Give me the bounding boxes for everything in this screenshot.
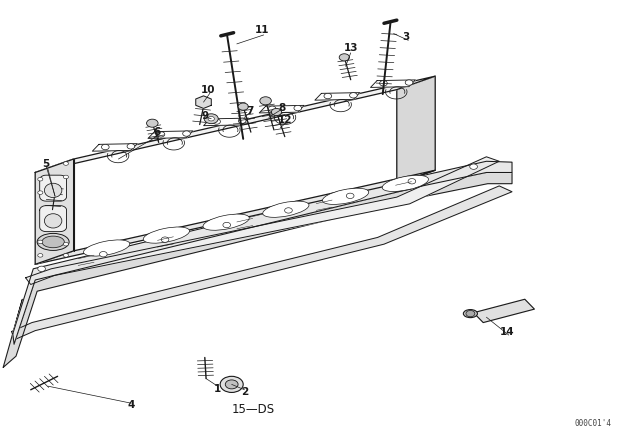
Polygon shape xyxy=(474,299,534,323)
Circle shape xyxy=(238,103,248,110)
Circle shape xyxy=(102,144,109,150)
Circle shape xyxy=(339,54,349,61)
Circle shape xyxy=(38,266,45,271)
Text: 15—DS: 15—DS xyxy=(231,403,275,417)
Polygon shape xyxy=(148,131,193,138)
Circle shape xyxy=(38,177,43,181)
Circle shape xyxy=(38,240,43,244)
Text: 000C01'4: 000C01'4 xyxy=(574,419,611,428)
Text: 11: 11 xyxy=(255,26,269,35)
Ellipse shape xyxy=(44,214,62,228)
Ellipse shape xyxy=(323,188,369,204)
Polygon shape xyxy=(12,186,512,340)
Circle shape xyxy=(182,131,190,136)
Circle shape xyxy=(349,93,357,98)
Text: 2: 2 xyxy=(241,387,248,397)
Circle shape xyxy=(208,116,214,121)
Ellipse shape xyxy=(84,240,130,256)
Polygon shape xyxy=(3,172,512,367)
Polygon shape xyxy=(35,159,74,264)
Circle shape xyxy=(225,380,238,389)
Circle shape xyxy=(204,114,218,124)
Circle shape xyxy=(470,164,477,169)
Circle shape xyxy=(380,81,387,86)
Text: 6: 6 xyxy=(153,127,161,137)
Circle shape xyxy=(294,105,301,111)
Polygon shape xyxy=(40,206,67,232)
Circle shape xyxy=(63,175,68,179)
Circle shape xyxy=(223,222,230,228)
Circle shape xyxy=(271,108,282,116)
Circle shape xyxy=(38,191,43,194)
Ellipse shape xyxy=(143,227,189,243)
Circle shape xyxy=(212,119,220,124)
Circle shape xyxy=(285,208,292,213)
Circle shape xyxy=(147,119,158,127)
Circle shape xyxy=(220,376,243,392)
Circle shape xyxy=(38,254,43,257)
Text: 3: 3 xyxy=(403,32,410,42)
Text: 14: 14 xyxy=(500,327,514,337)
Polygon shape xyxy=(26,157,499,284)
Text: 7: 7 xyxy=(246,106,253,116)
Text: 12: 12 xyxy=(278,115,292,125)
Circle shape xyxy=(408,179,416,184)
Circle shape xyxy=(63,162,68,165)
Text: 13: 13 xyxy=(344,43,358,53)
Ellipse shape xyxy=(382,175,428,191)
Circle shape xyxy=(260,97,271,105)
Polygon shape xyxy=(40,175,67,201)
Circle shape xyxy=(346,193,354,198)
Polygon shape xyxy=(259,105,304,113)
Ellipse shape xyxy=(203,214,249,230)
Polygon shape xyxy=(35,170,435,264)
Text: 5: 5 xyxy=(42,159,50,168)
Text: 10: 10 xyxy=(201,85,215,95)
Text: 9: 9 xyxy=(201,111,209,121)
Ellipse shape xyxy=(263,201,309,217)
Polygon shape xyxy=(92,144,138,151)
Circle shape xyxy=(466,310,475,317)
Polygon shape xyxy=(315,93,360,100)
Text: 8: 8 xyxy=(278,103,285,112)
Circle shape xyxy=(161,237,169,242)
Circle shape xyxy=(99,251,107,257)
Text: 1: 1 xyxy=(214,384,221,394)
Circle shape xyxy=(324,93,332,99)
Polygon shape xyxy=(196,96,211,108)
Circle shape xyxy=(63,254,68,257)
Circle shape xyxy=(268,106,276,112)
Text: 4: 4 xyxy=(127,401,135,410)
Circle shape xyxy=(127,144,135,149)
Circle shape xyxy=(63,242,68,246)
Polygon shape xyxy=(371,80,415,87)
Polygon shape xyxy=(35,76,435,172)
Polygon shape xyxy=(397,76,435,184)
Ellipse shape xyxy=(37,233,69,250)
Polygon shape xyxy=(13,161,512,344)
Circle shape xyxy=(157,132,164,137)
Ellipse shape xyxy=(44,183,62,198)
Polygon shape xyxy=(204,118,248,126)
Ellipse shape xyxy=(463,310,477,318)
Ellipse shape xyxy=(42,236,65,248)
Circle shape xyxy=(238,118,246,124)
Circle shape xyxy=(405,80,413,85)
